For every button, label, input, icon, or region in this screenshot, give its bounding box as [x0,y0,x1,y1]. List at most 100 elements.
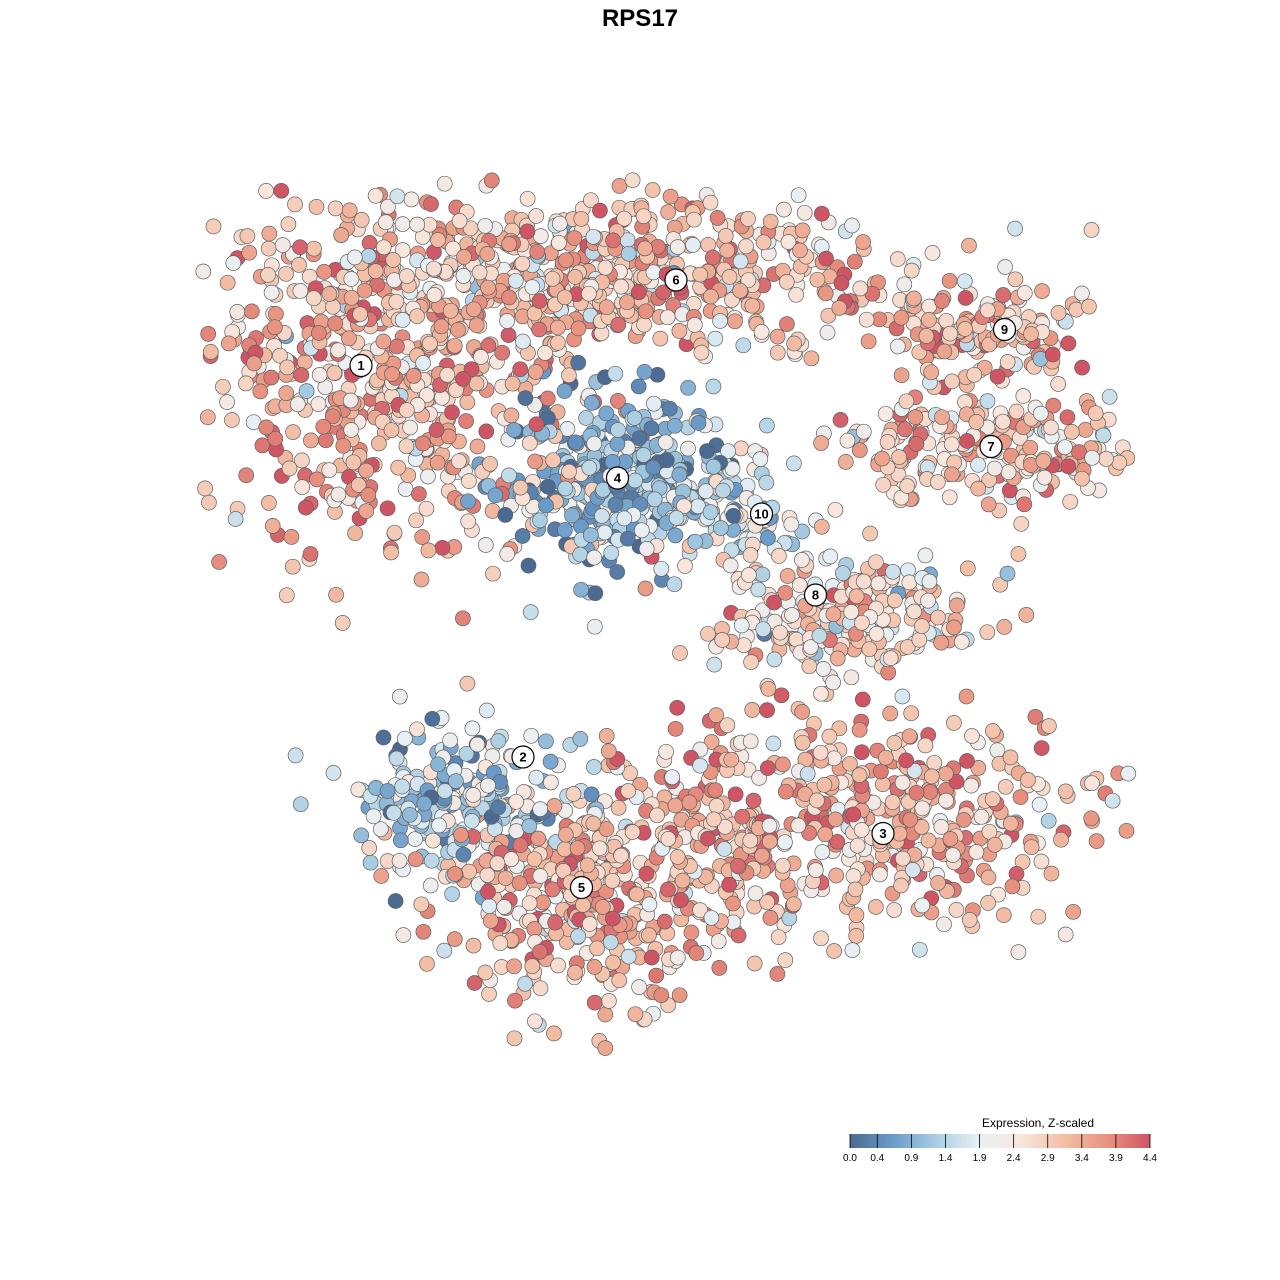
data-point [658,452,675,469]
data-point [740,211,756,227]
data-point [754,847,770,864]
data-point [1104,792,1121,809]
data-point [819,324,836,341]
data-point [920,592,936,609]
data-point [889,338,906,355]
data-point [966,366,983,383]
data-point [885,563,901,580]
data-point [707,330,724,347]
data-point [458,745,475,762]
data-point [532,228,549,244]
data-point [343,289,360,306]
data-point [980,496,997,513]
data-point [285,424,301,440]
data-point [1083,810,1100,827]
data-point [390,459,407,476]
data-point [504,375,521,392]
data-point [784,607,800,623]
data-point [687,533,704,550]
data-point [680,440,696,457]
cluster-label-text: 1 [357,358,364,373]
data-point [733,440,749,457]
data-point [258,183,274,199]
data-point [633,522,650,539]
data-point [447,866,463,882]
data-point [803,350,820,367]
data-point [848,928,865,944]
data-point [423,852,440,869]
data-point [699,443,715,459]
data-point [360,248,377,264]
data-point [816,777,833,793]
data-point [619,530,636,547]
data-point [886,592,903,609]
data-point [524,958,541,975]
data-point [979,624,996,641]
data-point [941,272,958,289]
data-point [239,228,256,244]
data-point [294,479,311,495]
data-point [422,877,439,894]
data-point [413,896,430,913]
data-point [862,525,878,542]
data-point [646,395,662,412]
data-point [477,964,494,981]
data-point [959,560,976,577]
data-point [211,554,227,570]
data-point [550,334,566,351]
data-point [627,472,643,489]
data-point [302,546,319,562]
data-point [482,912,499,929]
data-point [1098,451,1114,467]
data-point [807,862,824,878]
data-point [609,436,626,452]
data-point [284,558,301,575]
data-point [653,987,670,1004]
data-point [292,796,309,813]
data-point [598,728,615,744]
data-point [293,367,310,383]
data-point [746,955,763,972]
data-point [321,462,338,478]
data-point [1118,822,1135,839]
data-point [430,232,446,248]
data-point [327,200,344,217]
data-point [459,394,476,411]
data-point [777,783,794,800]
cluster-label-layer: 1 2 3 4 5 6 7 8 9 10 [349,268,1017,900]
data-point [979,302,996,319]
data-point [607,365,624,382]
data-point [377,214,394,231]
data-point [970,480,987,497]
data-point [532,943,548,960]
data-point [420,468,436,485]
data-point [572,546,589,563]
data-point [238,467,255,484]
data-point [586,618,603,635]
data-point [609,564,626,580]
data-point [1010,546,1027,562]
data-point [637,580,654,597]
data-point [702,194,719,211]
data-point [964,728,980,744]
data-point [652,330,669,347]
legend-tick-label: 3.9 [1109,1153,1123,1164]
data-point [489,855,506,872]
data-point [367,187,384,204]
data-point [305,290,322,307]
data-point [506,958,522,975]
data-point [1031,796,1048,813]
data-point [501,236,518,252]
data-point [1000,464,1017,481]
data-point [586,759,602,775]
data-point [620,783,637,799]
data-point [444,886,460,902]
data-point [469,438,486,455]
data-point [330,486,347,503]
data-point [522,604,539,620]
cluster-label-badge [511,745,535,769]
data-point [594,508,610,524]
cluster-label-2: 2 [511,745,535,769]
data-point [200,326,217,342]
data-point [456,249,472,265]
